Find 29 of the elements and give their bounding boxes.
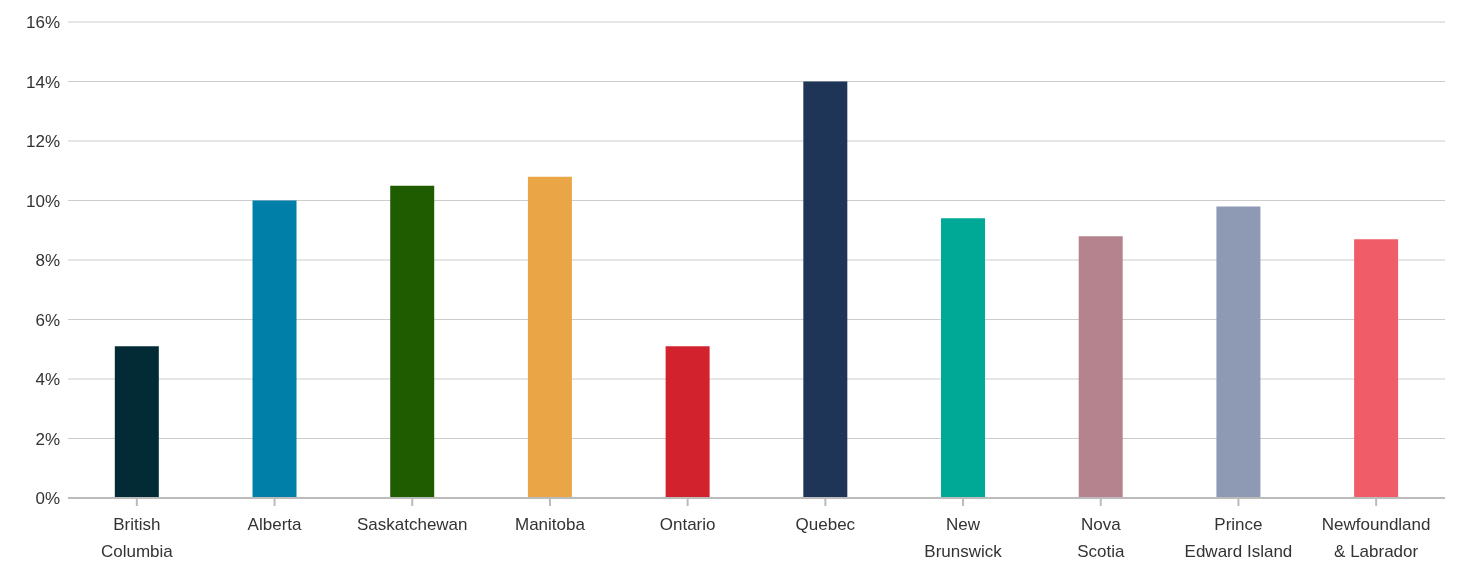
x-tick-label: Saskatchewan [356, 515, 468, 534]
x-tick-label: Prince Edward Island [1184, 515, 1293, 561]
y-tick-label: 0% [35, 489, 60, 509]
x-tick-label: Alberta [247, 515, 303, 534]
x-tick-label: British Columbia [100, 515, 174, 561]
x-tick-label: Quebec [795, 515, 856, 534]
y-tick-label: 10% [25, 191, 60, 211]
bar [252, 200, 297, 498]
y-tick-label: 6% [35, 310, 60, 330]
x-tick-label: Ontario [659, 515, 716, 534]
bar [1354, 239, 1399, 498]
x-tick-label: Manitoba [514, 515, 586, 534]
y-tick-label: 4% [35, 370, 60, 390]
bar [803, 81, 848, 498]
x-tick-label: Nova Scotia [1077, 515, 1125, 561]
y-tick-label: 2% [35, 429, 60, 449]
y-tick-label: 16% [25, 13, 60, 33]
y-tick-label: 14% [25, 72, 60, 92]
bar [665, 346, 710, 498]
y-tick-label: 8% [35, 251, 60, 271]
bar [527, 176, 572, 498]
y-tick-label: 12% [25, 132, 60, 152]
bar [941, 218, 986, 498]
bar [114, 346, 159, 498]
x-tick-label: New Brunswick [924, 515, 1003, 561]
bar [1078, 236, 1123, 498]
bar [1216, 206, 1261, 498]
x-tick-label: Newfoundland & Labrador [1321, 515, 1431, 561]
bar [390, 185, 435, 498]
